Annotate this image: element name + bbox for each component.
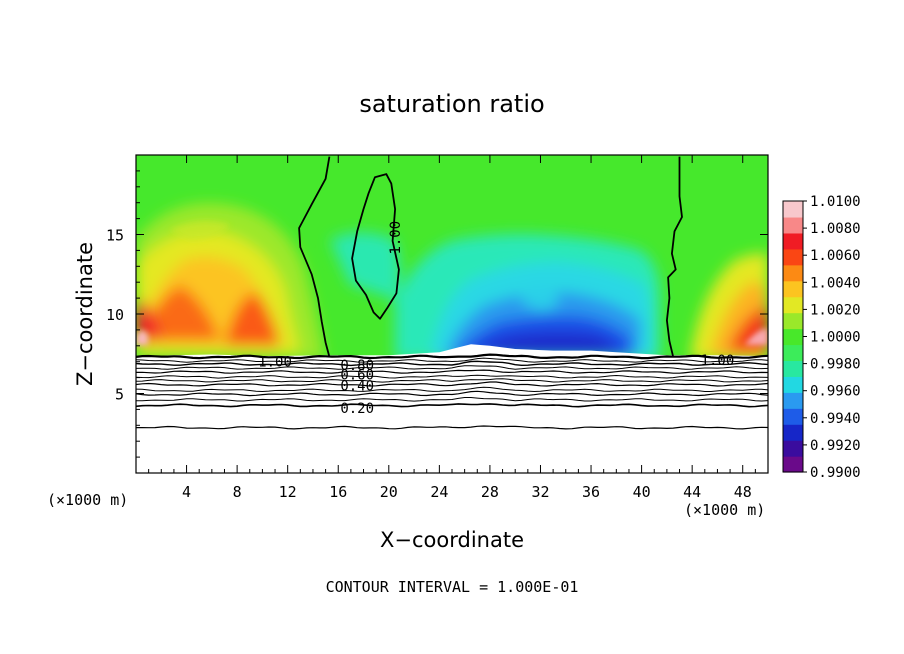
y-axis-label: Z−coordinate <box>73 242 97 386</box>
colorbar-swatch <box>783 456 803 473</box>
x-tick-label: 24 <box>430 483 448 501</box>
x-tick-label: 20 <box>380 483 398 501</box>
contour-label: 1.00 <box>258 355 292 371</box>
colorbar-label: 0.9940 <box>810 411 861 427</box>
contour-line <box>136 374 768 379</box>
colorbar-label: 1.0020 <box>810 302 861 318</box>
colorbar-swatch <box>783 376 803 393</box>
contour-line <box>136 378 768 383</box>
colorbar-swatch <box>783 280 803 298</box>
colorbar-swatch <box>783 328 803 346</box>
contour-lines <box>136 156 768 430</box>
x-axis-label: X−coordinate <box>380 528 524 552</box>
colorbar-label: 1.0100 <box>810 194 861 210</box>
colorbar-label: 1.0060 <box>810 248 861 264</box>
x-tick-label: 44 <box>683 483 701 501</box>
contour-line <box>136 381 768 387</box>
contour-label: 0.20 <box>340 401 374 417</box>
contour-line <box>136 365 768 370</box>
colorbar-swatch <box>783 312 803 330</box>
colorbar-swatch <box>783 232 803 250</box>
contour-line-1-00 <box>298 156 331 358</box>
contour-label: 1.00 <box>701 353 735 369</box>
colorbar-label: 1.0080 <box>810 221 861 237</box>
contour-line <box>136 360 768 367</box>
x-tick-label: 40 <box>633 483 651 501</box>
y-axis-ticks: 5 10 15 <box>106 170 768 458</box>
colorbar-label: 1.0000 <box>810 330 861 346</box>
colorbar-swatch <box>783 248 803 266</box>
contour-label: 0.40 <box>340 379 374 395</box>
contour-label: 0.60 <box>340 367 374 383</box>
contour-line <box>136 403 768 408</box>
saturation-field <box>136 155 768 473</box>
contour-interval-note: CONTOUR INTERVAL = 1.000E-01 <box>326 578 579 596</box>
x-tick-label: 32 <box>531 483 549 501</box>
contour-line-1-00 <box>351 173 400 320</box>
colorbar-labels: 1.0100 1.0080 1.0060 1.0040 1.0020 1.0000 0.99… <box>803 194 861 481</box>
colorbar-label: 0.9920 <box>810 438 861 454</box>
x-unit-left: (×1000 m) <box>47 491 128 509</box>
contour-line <box>136 369 768 374</box>
x-tick-label: 28 <box>481 483 499 501</box>
contour-line <box>136 425 768 430</box>
y-tick-label: 10 <box>106 306 124 324</box>
colorbar-swatch <box>783 360 803 377</box>
colorbar-swatch <box>783 424 803 441</box>
x-tick-label: 48 <box>734 483 752 501</box>
colorbar-swatch <box>783 296 803 314</box>
contour-line <box>136 390 768 397</box>
contour-label: 0.80 <box>340 358 374 374</box>
x-tick-label: 12 <box>279 483 297 501</box>
x-tick-label: 16 <box>329 483 347 501</box>
x-tick-label: 36 <box>582 483 600 501</box>
contour-labels: 1.00 1.00 1.00 0.800.600.40 0.20 <box>258 221 734 417</box>
colorbar-label: 0.9960 <box>810 384 861 400</box>
colorbar-label: 0.9980 <box>810 357 861 373</box>
colorbar-swatch <box>783 392 803 409</box>
x-axis-ticks: 4 8 12 16 20 24 28 32 36 40 44 48 <box>148 155 756 501</box>
colorbar-label: 1.0040 <box>810 275 861 291</box>
colorbar-swatch <box>783 440 803 457</box>
contour-line <box>136 357 768 363</box>
contour-line <box>136 353 768 360</box>
colorbar-swatch <box>783 264 803 282</box>
x-tick-label: 4 <box>182 483 191 501</box>
contour-line <box>136 386 768 393</box>
y-tick-label: 15 <box>106 227 124 245</box>
colorbar-swatch <box>783 408 803 425</box>
contour-label: 1.00 <box>388 221 404 255</box>
colorbar-label: 0.9900 <box>810 465 861 481</box>
x-unit-right: (×1000 m) <box>684 501 765 519</box>
colorbar <box>782 200 804 473</box>
contour-line <box>136 397 768 402</box>
y-tick-label: 5 <box>115 386 124 404</box>
chart-title: saturation ratio <box>359 90 544 118</box>
contour-line-1-00 <box>666 156 683 358</box>
colorbar-swatch <box>783 201 803 218</box>
colorbar-swatch <box>783 216 803 234</box>
colorbar-swatch <box>783 344 803 362</box>
x-tick-label: 8 <box>233 483 242 501</box>
